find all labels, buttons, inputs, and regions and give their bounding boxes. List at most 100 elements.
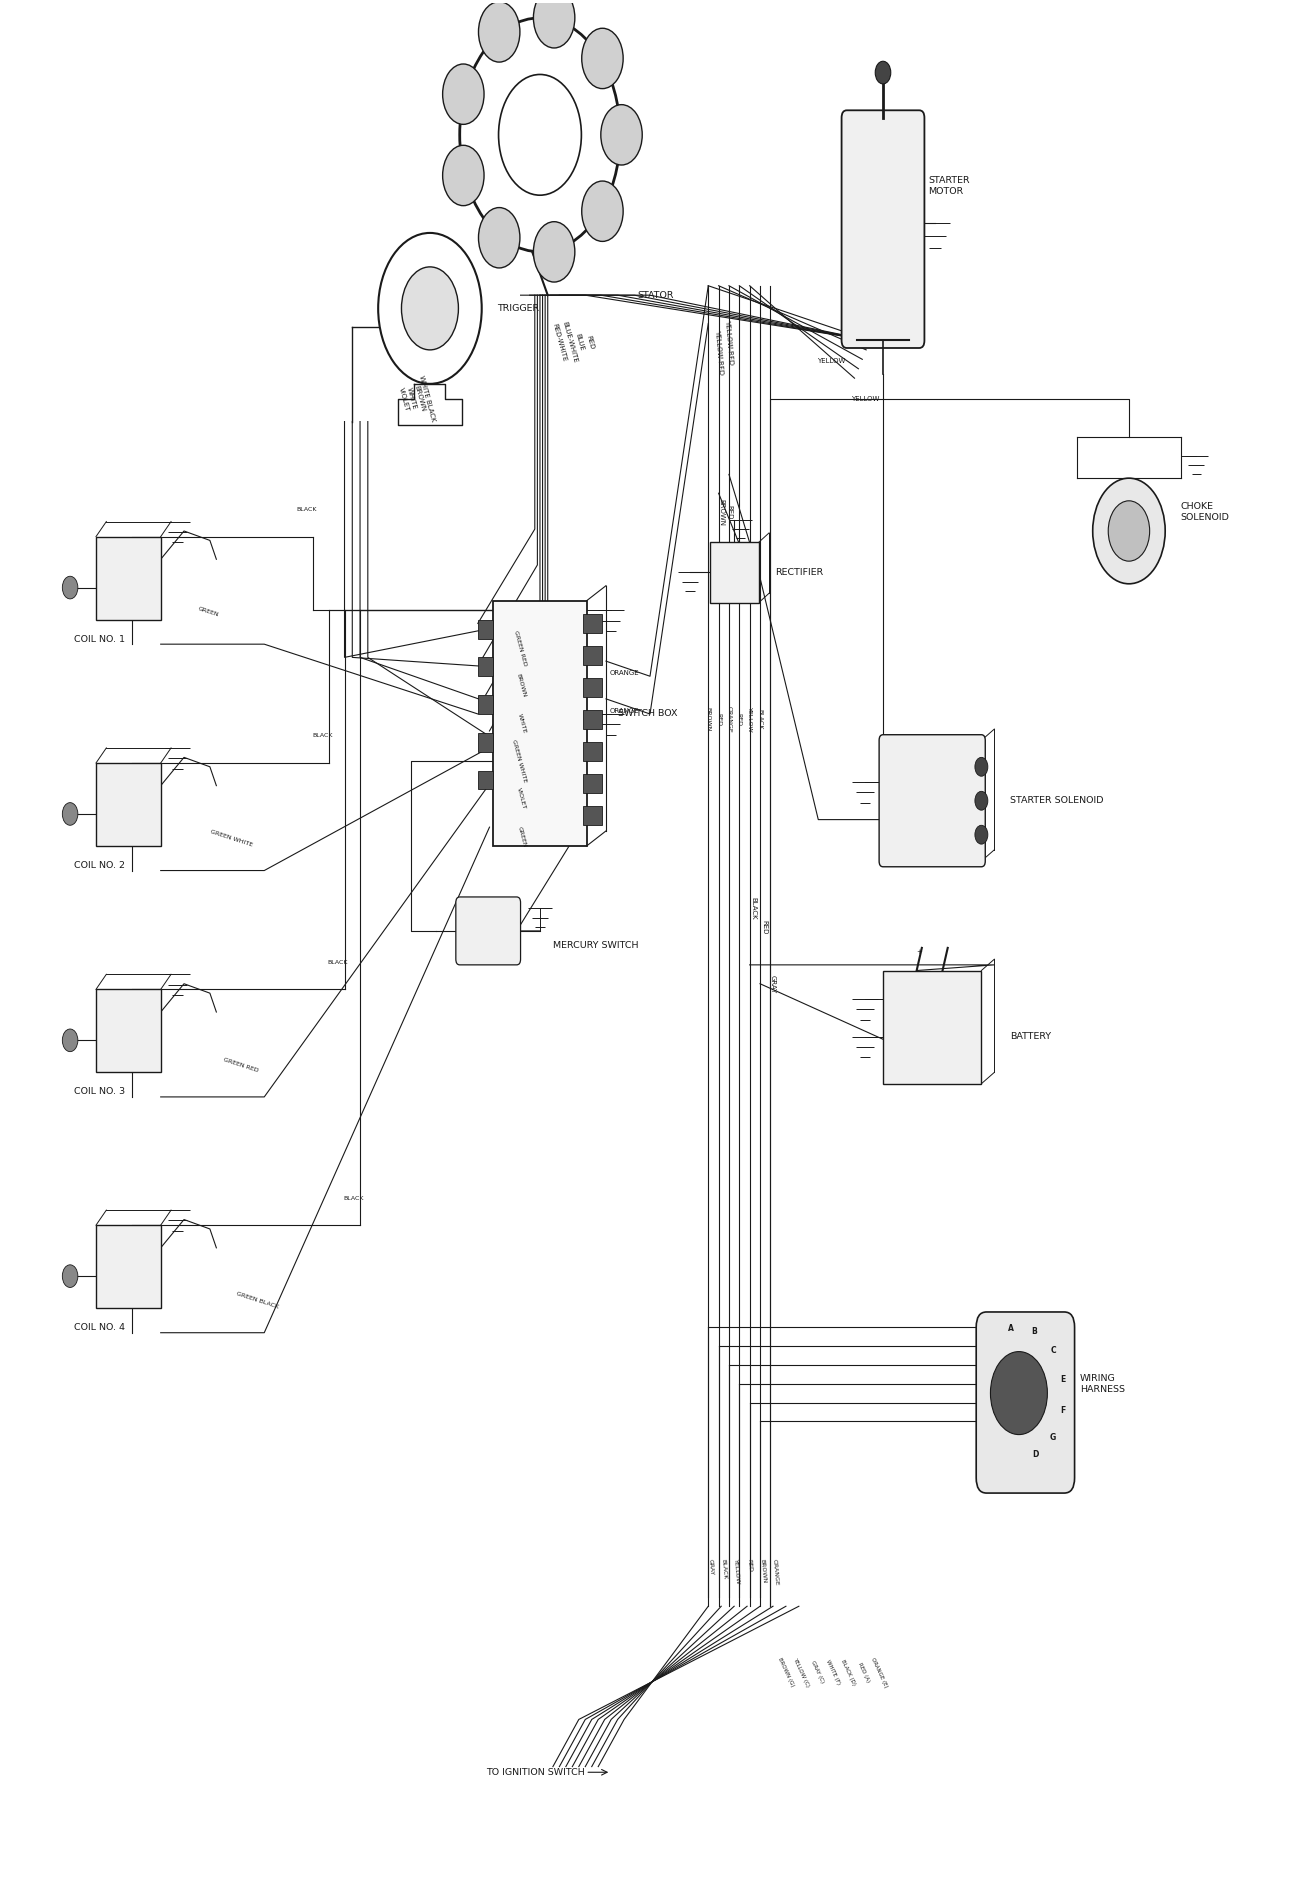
Text: ORANGE: ORANGE — [610, 670, 638, 675]
Text: GREEN: GREEN — [196, 605, 220, 619]
Text: G: G — [1049, 1432, 1056, 1442]
Circle shape — [478, 208, 520, 269]
Text: BLACK: BLACK — [750, 897, 757, 920]
Text: VIOLET: VIOLET — [398, 386, 410, 412]
Circle shape — [875, 61, 891, 83]
Bar — [96, 1226, 161, 1307]
Text: WHITE: WHITE — [406, 388, 417, 411]
Text: BROWN: BROWN — [516, 674, 526, 698]
Text: MERCURY SWITCH: MERCURY SWITCH — [552, 942, 638, 950]
Circle shape — [533, 221, 575, 282]
Circle shape — [62, 1029, 78, 1052]
Circle shape — [533, 0, 575, 47]
Text: BLUE-WHITE: BLUE-WHITE — [562, 322, 578, 363]
FancyBboxPatch shape — [879, 734, 985, 867]
Text: GREEN WHITE: GREEN WHITE — [511, 740, 526, 783]
Text: E: E — [1035, 1385, 1039, 1391]
Text: BROWN: BROWN — [718, 499, 724, 526]
Text: WHITE BLACK: WHITE BLACK — [419, 375, 437, 422]
Text: RED: RED — [586, 335, 595, 350]
Text: E: E — [1061, 1375, 1066, 1383]
Text: GREEN: GREEN — [516, 825, 526, 848]
Circle shape — [581, 182, 623, 242]
FancyBboxPatch shape — [456, 897, 520, 965]
Text: YELLOW-RED: YELLOW-RED — [724, 320, 734, 365]
Bar — [582, 677, 602, 696]
Text: GREEN RED: GREEN RED — [222, 1058, 259, 1073]
Bar — [582, 742, 602, 761]
Text: D: D — [1023, 1415, 1028, 1421]
Bar — [96, 990, 161, 1073]
Text: RED-WHITE: RED-WHITE — [551, 322, 567, 361]
Text: RED: RED — [746, 1559, 753, 1572]
Circle shape — [62, 577, 78, 600]
Text: BLACK: BLACK — [343, 1196, 364, 1201]
Text: BROWN: BROWN — [413, 386, 426, 412]
Circle shape — [442, 64, 484, 125]
Text: WHITE (F): WHITE (F) — [824, 1659, 841, 1686]
Text: ORANGE: ORANGE — [772, 1559, 779, 1585]
Bar — [478, 732, 494, 751]
Text: GREEN WHITE: GREEN WHITE — [209, 829, 254, 848]
Text: BLACK: BLACK — [296, 507, 317, 513]
Text: YELLOW: YELLOW — [816, 358, 845, 363]
Bar — [582, 710, 602, 728]
Text: YELLOW: YELLOW — [733, 1559, 740, 1585]
Text: BLACK: BLACK — [312, 734, 333, 738]
Text: RED (A): RED (A) — [857, 1661, 870, 1682]
Text: CHOKE
SOLENOID: CHOKE SOLENOID — [1180, 501, 1230, 522]
Text: BLUE: BLUE — [575, 333, 585, 352]
Bar — [883, 971, 982, 1084]
Circle shape — [498, 74, 581, 195]
Text: VIOLET: VIOLET — [516, 787, 526, 810]
Bar — [96, 537, 161, 621]
Text: GRAY (C): GRAY (C) — [810, 1661, 824, 1684]
Text: BLACK: BLACK — [720, 1559, 727, 1580]
Text: RED: RED — [725, 505, 732, 518]
Text: ORANGE (E): ORANGE (E) — [870, 1656, 888, 1688]
Text: WIRING
HARNESS: WIRING HARNESS — [1080, 1374, 1124, 1394]
Text: A: A — [1013, 1364, 1018, 1370]
Text: BLACK: BLACK — [328, 959, 348, 965]
Bar — [478, 657, 494, 675]
Text: RED: RED — [716, 713, 722, 727]
Circle shape — [1108, 501, 1149, 562]
Circle shape — [442, 146, 484, 206]
Bar — [96, 762, 161, 846]
Text: RED: RED — [737, 713, 742, 727]
Circle shape — [478, 2, 520, 62]
Bar — [582, 615, 602, 632]
FancyBboxPatch shape — [841, 110, 924, 348]
FancyBboxPatch shape — [976, 1311, 1075, 1493]
Text: WHITE: WHITE — [517, 713, 526, 734]
Circle shape — [601, 104, 642, 165]
Text: BLACK: BLACK — [758, 710, 763, 730]
Text: GREEN BLACK: GREEN BLACK — [235, 1292, 280, 1309]
Text: C: C — [1050, 1345, 1057, 1355]
Circle shape — [62, 802, 78, 825]
Text: ORANGE: ORANGE — [610, 708, 638, 713]
Text: COIL NO. 3: COIL NO. 3 — [74, 1088, 125, 1097]
Text: RECTIFIER: RECTIFIER — [776, 568, 824, 577]
Text: D: D — [1032, 1449, 1039, 1459]
Circle shape — [1093, 479, 1165, 585]
Text: BROWN (G): BROWN (G) — [777, 1657, 794, 1688]
Text: BATTERY: BATTERY — [1010, 1031, 1050, 1041]
Text: YELLOW-RED: YELLOW-RED — [714, 329, 724, 375]
Text: STATOR: STATOR — [637, 291, 673, 299]
Text: COIL NO. 4: COIL NO. 4 — [74, 1323, 125, 1332]
Circle shape — [975, 757, 988, 776]
Text: COIL NO. 2: COIL NO. 2 — [74, 861, 125, 870]
Text: ORANGE: ORANGE — [727, 706, 732, 732]
Circle shape — [991, 1351, 1048, 1434]
Text: G: G — [1030, 1408, 1035, 1413]
Bar — [478, 694, 494, 713]
Text: C: C — [1031, 1374, 1035, 1379]
Circle shape — [975, 791, 988, 810]
Circle shape — [975, 825, 988, 844]
Circle shape — [581, 28, 623, 89]
Bar — [582, 645, 602, 664]
Text: TRIGGER: TRIGGER — [498, 305, 540, 312]
Circle shape — [402, 267, 459, 350]
Text: BROWN: BROWN — [706, 708, 711, 732]
